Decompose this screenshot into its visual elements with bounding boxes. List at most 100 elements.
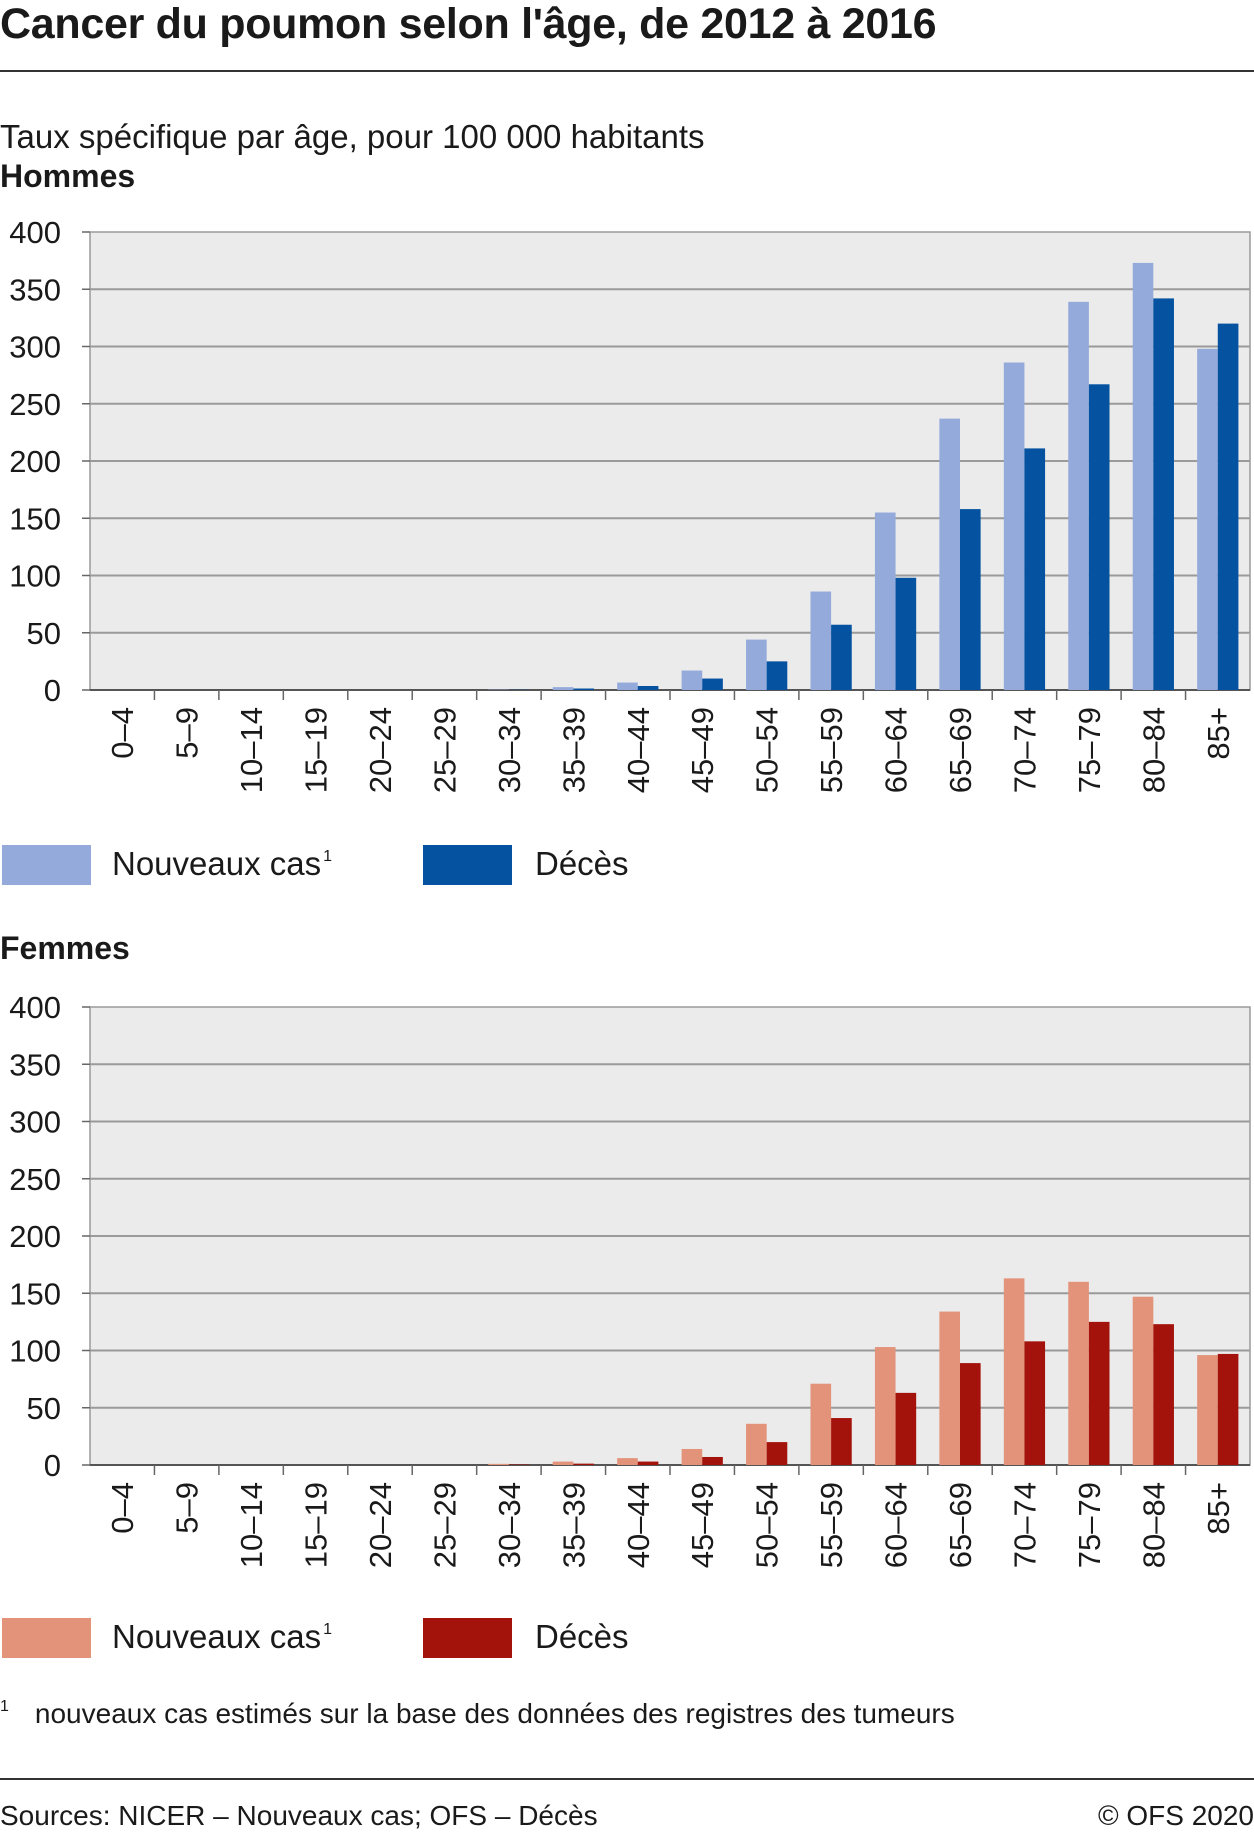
x-tick-label: 5–9 (170, 1482, 205, 1534)
bar-new-cases-55–59 (810, 591, 832, 690)
bar-deaths-60–64 (895, 577, 917, 690)
bar-new-cases-70–74 (1003, 362, 1025, 690)
women-legend: Nouveaux cas 1 Décès (0, 1618, 1254, 1668)
footer-divider (0, 1778, 1254, 1780)
y-tick-label: 200 (9, 1219, 61, 1254)
x-tick-label: 35–39 (556, 1482, 591, 1568)
bar-new-cases-30–34 (488, 1463, 509, 1465)
y-tick-label: 50 (27, 1391, 61, 1426)
x-tick-label: 55–59 (814, 707, 849, 793)
bar-deaths-35–39 (573, 688, 594, 690)
y-tick-label: 100 (9, 1334, 61, 1369)
bar-deaths-80–84 (1153, 298, 1174, 690)
bar-new-cases-65–69 (939, 1311, 960, 1465)
x-tick-label: 50–54 (750, 707, 785, 793)
x-tick-label: 45–49 (685, 707, 720, 793)
legend-label-new-cases: Nouveaux cas 1 (112, 845, 333, 882)
x-tick-label: 0–4 (105, 1482, 140, 1534)
legend-swatch-new-cases (2, 1618, 91, 1658)
y-tick-label: 250 (9, 387, 61, 422)
women-bar-chart: 0 50 100 150 200 250 300 350 400 0–4 5–9 10–14 15–19… (9, 990, 1251, 1568)
x-tick-label: 55–59 (814, 1482, 849, 1568)
y-tick-label: 100 (9, 559, 61, 594)
x-tick-label: 65–69 (943, 1482, 978, 1568)
bar-deaths-60–64 (895, 1392, 917, 1465)
y-tick-label: 350 (9, 1047, 61, 1082)
y-tick-label: 350 (9, 272, 61, 307)
x-tick-label: 5–9 (170, 707, 205, 759)
y-tick-label: 300 (9, 330, 61, 365)
x-tick-label: 75–79 (1072, 707, 1107, 793)
x-tick-label: 70–74 (1007, 1482, 1042, 1568)
panel-title-women: Femmes (0, 930, 130, 966)
y-tick-label: 0 (44, 1448, 61, 1483)
x-tick-label: 60–64 (879, 1482, 914, 1568)
x-tick-label: 65–69 (943, 707, 978, 793)
x-tick-label: 80–84 (1136, 707, 1171, 793)
bar-new-cases-85+ (1197, 1355, 1218, 1465)
x-tick-label: 10–14 (234, 707, 269, 793)
bar-new-cases-40–44 (617, 682, 638, 690)
bar-new-cases-80–84 (1132, 262, 1154, 690)
bar-deaths-75–79 (1088, 384, 1110, 690)
x-tick-label: 85+ (1201, 1482, 1236, 1535)
bar-deaths-70–74 (1024, 1341, 1046, 1465)
bar-deaths-45–49 (702, 1456, 723, 1465)
bar-new-cases-35–39 (552, 1461, 574, 1465)
bar-deaths-65–69 (960, 509, 981, 690)
x-tick-label: 45–49 (685, 1482, 720, 1568)
men-bar-chart: 0 50 100 150 200 250 300 350 400 0–4 5–9 10–14 15–19… (9, 215, 1251, 793)
y-tick-label: 50 (27, 616, 61, 651)
x-tick-label: 15–19 (299, 707, 334, 793)
bar-new-cases-60–64 (874, 512, 896, 690)
x-tick-label: 75–79 (1072, 1482, 1107, 1568)
legend-swatch-deaths (423, 1618, 512, 1658)
bar-new-cases-60–64 (874, 1347, 896, 1465)
legend-swatch-new-cases (2, 845, 91, 885)
copyright: © OFS 2020 (1097, 1800, 1254, 1831)
x-tick-label: 30–34 (492, 1482, 527, 1568)
bar-deaths-45–49 (702, 678, 723, 690)
y-tick-label: 0 (44, 673, 61, 708)
bar-deaths-50–54 (766, 661, 788, 690)
x-tick-label: 0–4 (105, 707, 140, 759)
bar-new-cases-70–74 (1003, 1278, 1025, 1465)
bar-deaths-55–59 (831, 624, 852, 690)
bar-new-cases-80–84 (1132, 1296, 1154, 1465)
x-tick-label: 25–29 (427, 1482, 462, 1568)
bar-new-cases-85+ (1197, 348, 1218, 690)
x-tick-label: 10–14 (234, 1482, 269, 1568)
x-tick-label: 15–19 (299, 1482, 334, 1568)
bar-deaths-80–84 (1153, 1324, 1174, 1465)
x-tick-label: 40–44 (621, 1482, 656, 1568)
bar-new-cases-35–39 (552, 687, 574, 690)
panel-title-men: Hommes (0, 158, 136, 194)
y-tick-label: 150 (9, 501, 61, 536)
x-tick-label: 20–24 (363, 707, 398, 793)
bar-deaths-50–54 (766, 1442, 788, 1465)
y-tick-label: 250 (9, 1162, 61, 1197)
bar-new-cases-50–54 (746, 1423, 767, 1465)
x-tick-label: 20–24 (363, 1482, 398, 1568)
x-tick-label: 85+ (1201, 707, 1236, 760)
legend-swatch-deaths (423, 845, 512, 885)
legend-label-deaths: Décès (535, 845, 629, 882)
legend-label-new-cases: Nouveaux cas 1 (112, 1618, 333, 1655)
bar-new-cases-75–79 (1068, 1281, 1089, 1465)
bar-deaths-40–44 (637, 1461, 659, 1465)
bar-deaths-70–74 (1024, 448, 1046, 690)
x-tick-label: 50–54 (750, 1482, 785, 1568)
source-note: Sources: NICER – Nouveaux cas; OFS – Déc… (0, 1800, 598, 1831)
bar-new-cases-45–49 (681, 670, 703, 690)
bar-deaths-35–39 (573, 1463, 594, 1465)
bar-deaths-40–44 (637, 685, 659, 690)
bar-deaths-85+ (1217, 1353, 1239, 1465)
x-tick-label: 60–64 (879, 707, 914, 793)
bar-deaths-85+ (1217, 323, 1239, 690)
y-tick-label: 400 (9, 215, 61, 250)
bar-deaths-75–79 (1088, 1321, 1110, 1465)
title-divider (0, 70, 1254, 72)
footnote: 1 nouveaux cas estimés sur la base des do… (0, 1698, 955, 1729)
x-tick-label: 30–34 (492, 707, 527, 793)
page-title: Cancer du poumon selon l'âge, de 2012 à … (0, 0, 937, 48)
